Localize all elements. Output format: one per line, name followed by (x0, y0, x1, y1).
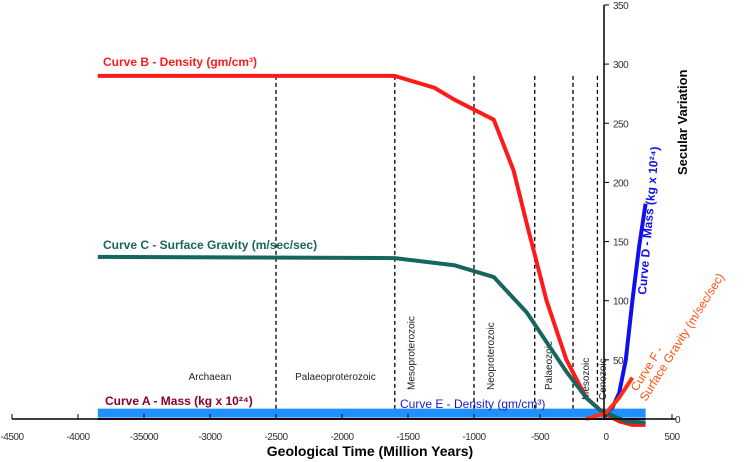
curve-b-label: Curve B - Density (gm/cm³) (103, 55, 257, 69)
series-line (585, 376, 635, 421)
era-label: Archaean (189, 372, 232, 383)
y-tick-label: 250 (613, 119, 629, 130)
curve-d-label: Curve D - Mass (kg x 10²⁴) (635, 146, 662, 295)
x-tick-label: -2500 (264, 432, 288, 443)
x-tick-label: -2000 (330, 432, 354, 443)
x-axis-title: Geological Time (Million Years) (267, 443, 473, 459)
y-axis-title: Secular Variation (675, 69, 690, 175)
era-label: Palaeoproterozoic (295, 372, 376, 383)
x-tick-label: -500 (531, 432, 550, 443)
y-tick-label: 300 (613, 60, 629, 71)
curve-a-label: Curve A - Mass (kg x 10²⁴) (105, 394, 253, 408)
era-label: Neoproterozoic (486, 322, 497, 390)
y-tick-label: 200 (613, 178, 629, 189)
y-tick-label: 100 (613, 297, 629, 308)
era-label: Mesoproterozoic (407, 316, 418, 390)
series-line (97, 254, 646, 425)
era-label: Palaeozoic (544, 341, 555, 390)
x-tick-label: -3000 (198, 432, 222, 443)
y-tick-label: 150 (613, 238, 629, 249)
era-label: Mesozoic (581, 358, 592, 400)
y-tick-label: 0 (675, 415, 681, 426)
curve-e-label: Curve E - Density (gm/cm³) (400, 397, 545, 411)
x-tick-label: -35000 (130, 432, 159, 443)
curve-f-label-2: Surface Gravity (m/sec/sec) (637, 271, 727, 404)
x-tick-label: -1000 (462, 432, 486, 443)
x-tick-label: 0 (603, 432, 609, 443)
y-tick-label: 50 (613, 356, 624, 367)
x-tick-label: -4000 (66, 432, 90, 443)
x-tick-label: -1500 (396, 432, 420, 443)
y-tick-label: 350 (613, 1, 629, 12)
x-tick-label: -4500 (0, 432, 24, 443)
curve-c-label: Curve C - Surface Gravity (m/sec/sec) (103, 238, 317, 252)
x-tick-label: 500 (664, 432, 680, 443)
